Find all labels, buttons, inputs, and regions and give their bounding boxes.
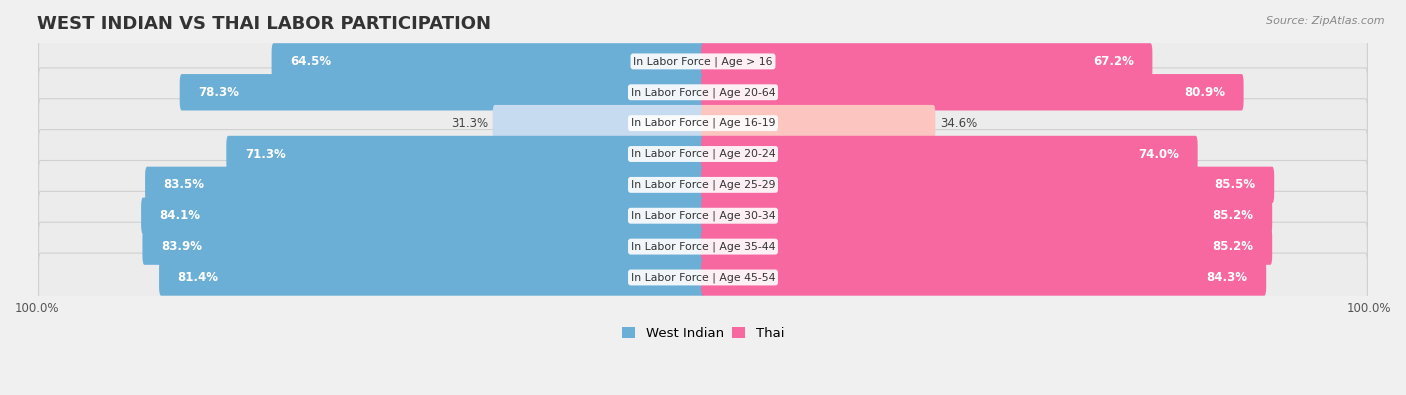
Text: In Labor Force | Age 25-29: In Labor Force | Age 25-29: [631, 180, 775, 190]
Text: 71.3%: 71.3%: [245, 147, 285, 160]
FancyBboxPatch shape: [180, 74, 704, 111]
Text: 85.2%: 85.2%: [1212, 240, 1254, 253]
Text: Source: ZipAtlas.com: Source: ZipAtlas.com: [1267, 16, 1385, 26]
FancyBboxPatch shape: [141, 198, 704, 234]
Legend: West Indian, Thai: West Indian, Thai: [617, 322, 789, 345]
Text: 84.3%: 84.3%: [1206, 271, 1247, 284]
Text: 64.5%: 64.5%: [290, 55, 332, 68]
Text: 67.2%: 67.2%: [1092, 55, 1133, 68]
Text: 81.4%: 81.4%: [177, 271, 219, 284]
Text: 83.5%: 83.5%: [163, 179, 205, 191]
Text: In Labor Force | Age 20-64: In Labor Force | Age 20-64: [631, 87, 775, 98]
FancyBboxPatch shape: [702, 43, 1153, 80]
Text: 85.2%: 85.2%: [1212, 209, 1254, 222]
FancyBboxPatch shape: [702, 228, 1272, 265]
FancyBboxPatch shape: [38, 160, 1368, 209]
Text: 78.3%: 78.3%: [198, 86, 239, 99]
Text: 34.6%: 34.6%: [941, 117, 977, 130]
FancyBboxPatch shape: [702, 136, 1198, 172]
FancyBboxPatch shape: [226, 136, 704, 172]
FancyBboxPatch shape: [38, 37, 1368, 86]
FancyBboxPatch shape: [702, 74, 1243, 111]
FancyBboxPatch shape: [271, 43, 704, 80]
Text: 84.1%: 84.1%: [160, 209, 201, 222]
Text: In Labor Force | Age 45-54: In Labor Force | Age 45-54: [631, 272, 775, 283]
FancyBboxPatch shape: [38, 130, 1368, 179]
Text: 83.9%: 83.9%: [162, 240, 202, 253]
Text: In Labor Force | Age 20-24: In Labor Force | Age 20-24: [631, 149, 775, 159]
FancyBboxPatch shape: [38, 253, 1368, 302]
Text: In Labor Force | Age 35-44: In Labor Force | Age 35-44: [631, 241, 775, 252]
FancyBboxPatch shape: [702, 259, 1267, 296]
FancyBboxPatch shape: [702, 167, 1274, 203]
Text: In Labor Force | Age 16-19: In Labor Force | Age 16-19: [631, 118, 775, 128]
FancyBboxPatch shape: [38, 222, 1368, 271]
FancyBboxPatch shape: [492, 105, 704, 141]
Text: WEST INDIAN VS THAI LABOR PARTICIPATION: WEST INDIAN VS THAI LABOR PARTICIPATION: [37, 15, 491, 33]
Text: 74.0%: 74.0%: [1137, 147, 1180, 160]
Text: In Labor Force | Age > 16: In Labor Force | Age > 16: [633, 56, 773, 67]
Text: 85.5%: 85.5%: [1215, 179, 1256, 191]
Text: 31.3%: 31.3%: [451, 117, 488, 130]
Text: In Labor Force | Age 30-34: In Labor Force | Age 30-34: [631, 211, 775, 221]
FancyBboxPatch shape: [702, 198, 1272, 234]
FancyBboxPatch shape: [38, 191, 1368, 240]
FancyBboxPatch shape: [145, 167, 704, 203]
FancyBboxPatch shape: [702, 105, 935, 141]
Text: 80.9%: 80.9%: [1184, 86, 1225, 99]
FancyBboxPatch shape: [38, 68, 1368, 117]
FancyBboxPatch shape: [38, 99, 1368, 147]
FancyBboxPatch shape: [159, 259, 704, 296]
FancyBboxPatch shape: [142, 228, 704, 265]
